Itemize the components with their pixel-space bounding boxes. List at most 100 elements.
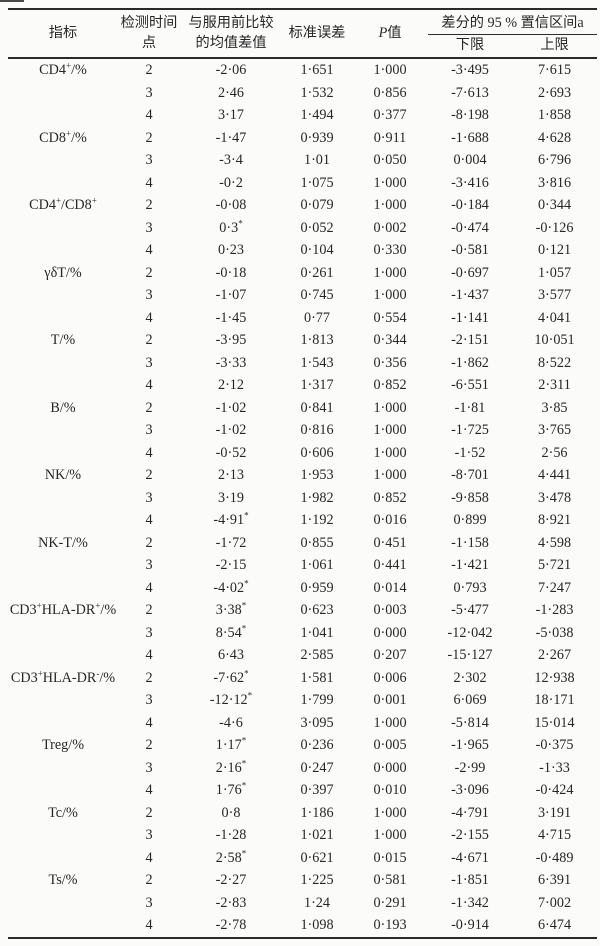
mean-diff-cell: -2·78 xyxy=(215,917,247,934)
mean-diff-cell: -4·6 xyxy=(219,714,243,731)
ci-lower-cell: -0·474 xyxy=(451,219,489,236)
table-row: 3 3·19 1·982 0·852 -9·858 3·478 xyxy=(8,487,597,510)
std-error-cell: 1·813 xyxy=(300,332,334,349)
ci-lower-cell: -1·52 xyxy=(454,444,486,461)
timepoint-cell: 4 xyxy=(145,849,153,866)
statistics-table: 指标 检测时间 点 与服用前比较 的均值差值 标准误差 P值 差分的 95 % … xyxy=(8,8,598,939)
mean-diff-cell: -1·02 xyxy=(215,399,247,416)
std-error-cell: 0·236 xyxy=(300,737,334,754)
std-error-cell: 0·052 xyxy=(300,219,334,236)
header-indicator: 指标 xyxy=(48,24,78,41)
mean-diff-cell: -0·52 xyxy=(215,444,247,461)
superscript-marker: * xyxy=(244,667,249,678)
ci-upper-cell: 8·522 xyxy=(537,354,572,371)
p-value-cell: 1·000 xyxy=(373,197,407,214)
ci-upper-cell: 2·311 xyxy=(538,377,571,394)
ci-upper-cell: 3·478 xyxy=(537,489,572,506)
timepoint-cell: 2 xyxy=(145,197,153,214)
std-error-cell: 1·192 xyxy=(300,512,334,529)
std-error-cell: 0·621 xyxy=(300,849,334,866)
ci-upper-cell: 3·577 xyxy=(537,287,572,304)
p-value-cell: 0·356 xyxy=(373,354,407,371)
table-row: 4 -0·2 1·075 1·000 -3·416 3·816 xyxy=(8,172,597,195)
table-row: Treg/% 2 1·17* 0·236 0·005 -1·965 -0·375 xyxy=(8,734,597,757)
p-value-cell: 0·005 xyxy=(373,737,407,754)
indicator-cell: NK-T/% xyxy=(38,534,88,551)
ci-lower-cell: -2·151 xyxy=(451,332,489,349)
mean-diff-cell: -2·27 xyxy=(215,872,247,889)
p-value-cell: 0·000 xyxy=(373,624,407,641)
timepoint-cell: 4 xyxy=(145,714,153,731)
timepoint-cell: 2 xyxy=(145,129,153,146)
ci-upper-cell: 4·715 xyxy=(537,827,572,844)
ci-upper-cell: 2·56 xyxy=(541,444,568,461)
ci-upper-cell: 4·628 xyxy=(537,129,572,146)
ci-lower-cell: -12·042 xyxy=(447,624,493,641)
std-error-cell: 0·77 xyxy=(303,309,330,326)
timepoint-cell: 3 xyxy=(145,152,153,169)
p-value-cell: 0·581 xyxy=(373,872,407,889)
p-value-cell: 1·000 xyxy=(373,174,407,191)
table-row: 3 8·54* 1·041 0·000 -12·042 -5·038 xyxy=(8,622,597,645)
ci-lower-cell: -8·198 xyxy=(451,107,489,124)
table-row: 3 -3·4 1·01 0·050 0·004 6·796 xyxy=(8,149,597,172)
ci-upper-cell: 3·191 xyxy=(537,804,572,821)
header-ci-upper: 上限 xyxy=(540,37,569,54)
p-value-cell: 0·014 xyxy=(373,579,407,596)
ci-lower-cell: 6·069 xyxy=(453,692,487,709)
ci-upper-cell: 6·474 xyxy=(537,917,572,934)
ci-lower-cell: -3·416 xyxy=(451,174,489,191)
mean-diff-cell: -3·4 xyxy=(219,152,243,169)
std-error-cell: 1·543 xyxy=(300,354,334,371)
table-row: 4 -2·78 1·098 0·193 -0·914 6·474 xyxy=(8,914,597,938)
timepoint-cell: 4 xyxy=(145,242,153,259)
table-row: 4 -4·02* 0·959 0·014 0·793 7·247 xyxy=(8,577,597,600)
indicator-cell: CD4+/CD8+ xyxy=(29,195,97,213)
ci-lower-cell: -1·421 xyxy=(451,557,489,574)
ci-upper-cell: 7·247 xyxy=(537,579,572,596)
indicator-cell: CD4+/% xyxy=(39,60,87,78)
superscript-marker: * xyxy=(244,510,249,521)
superscript-marker: + xyxy=(65,60,72,71)
superscript-marker: * xyxy=(241,735,247,746)
timepoint-cell: 3 xyxy=(145,489,153,506)
ci-lower-cell: -4·671 xyxy=(451,849,489,866)
table-row: 3 -1·02 0·816 1·000 -1·725 3·765 xyxy=(8,419,597,442)
p-value-cell: 1·000 xyxy=(373,399,407,416)
ci-upper-cell: 18·171 xyxy=(534,692,575,709)
timepoint-cell: 2 xyxy=(145,669,153,686)
timepoint-cell: 4 xyxy=(145,917,153,934)
std-error-cell: 1·982 xyxy=(300,489,334,506)
p-value-cell: 0·015 xyxy=(373,849,407,866)
ci-upper-cell: 7·615 xyxy=(537,62,572,79)
p-value-cell: 0·016 xyxy=(373,512,407,529)
ci-lower-cell: -3·096 xyxy=(451,782,489,799)
table-row: CD4+/CD8+ 2 -0·08 0·079 1·000 -0·184 0·344 xyxy=(8,194,597,217)
ci-upper-cell: -1·283 xyxy=(535,602,574,619)
mean-diff-cell: -12·12* xyxy=(209,690,253,709)
mean-diff-cell: 2·46 xyxy=(217,84,244,101)
table-row: CD3+HLA-DR+/% 2 3·38* 0·623 0·003 -5·477 -1·28… xyxy=(8,599,597,622)
table-row: 3 -12·12* 1·799 0·001 6·069 18·171 xyxy=(8,689,597,712)
ci-upper-cell: 4·041 xyxy=(537,309,572,326)
timepoint-cell: 2 xyxy=(145,804,153,821)
p-value-cell: 0·856 xyxy=(373,84,407,101)
std-error-cell: 1·581 xyxy=(300,669,334,686)
header-std-error: 标准误差 xyxy=(288,24,346,41)
scan-artifact xyxy=(0,0,24,2)
table-row: 3 -1·28 1·021 1·000 -2·155 4·715 xyxy=(8,824,597,847)
p-value-cell: 0·911 xyxy=(373,129,407,146)
indicator-cell: CD3+HLA-DR+/% xyxy=(9,600,117,618)
ci-lower-cell: -0·184 xyxy=(451,197,489,214)
mean-diff-cell: -2·06 xyxy=(215,62,247,79)
superscript-marker: - xyxy=(96,667,100,678)
ci-upper-cell: 6·391 xyxy=(537,872,572,889)
p-value-cell: 1·000 xyxy=(373,287,407,304)
std-error-cell: 0·606 xyxy=(300,444,334,461)
timepoint-cell: 4 xyxy=(145,579,153,596)
ci-upper-cell: 4·598 xyxy=(537,534,572,551)
table-row: NK/% 2 2·13 1·953 1·000 -8·701 4·441 xyxy=(8,464,597,487)
timepoint-cell: 4 xyxy=(145,107,153,124)
mean-diff-cell: 0·3* xyxy=(219,217,243,236)
table-header: 指标 检测时间 点 与服用前比较 的均值差值 标准误差 P值 差分的 95 % … xyxy=(8,9,598,58)
